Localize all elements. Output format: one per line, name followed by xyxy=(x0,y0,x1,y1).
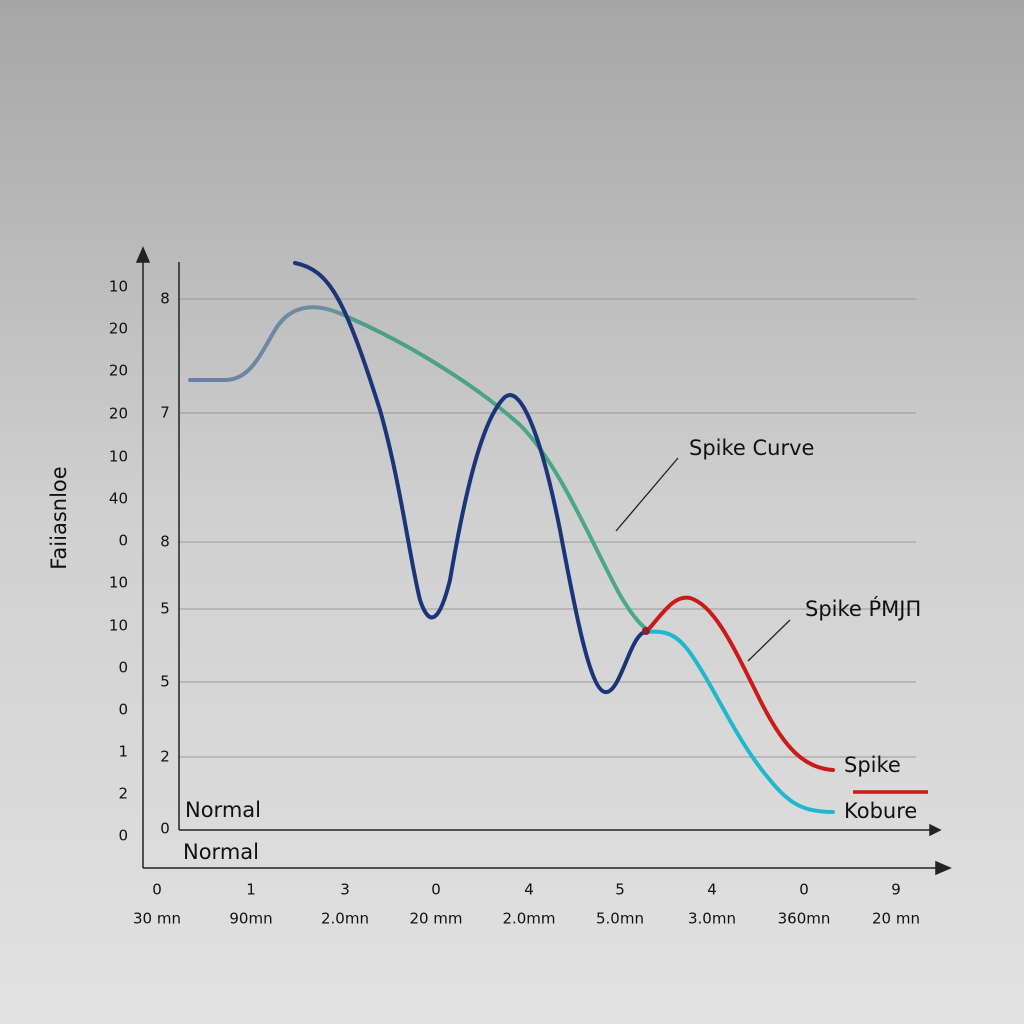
x-tick-label: 0 xyxy=(799,881,809,899)
x-tick-label: 360mn xyxy=(778,910,831,928)
y-tick-label: 0 xyxy=(118,701,128,719)
y-tick-label: 5 xyxy=(160,673,170,691)
y-tick-label: 7 xyxy=(160,404,170,422)
y-axis-title: Faiiasnloe xyxy=(47,466,71,569)
x-tick-label: 3.0mn xyxy=(688,910,736,928)
x-tick-label: 20 mm xyxy=(409,910,462,928)
x-tick-label: 20 mn xyxy=(872,910,920,928)
y-tick-label: 0 xyxy=(118,659,128,677)
y-tick-label: 10 xyxy=(109,574,128,592)
annotation: Spike Curve xyxy=(689,436,814,460)
legend-label: Spike xyxy=(844,753,901,777)
axes xyxy=(135,246,952,876)
x-tick-label: 5 xyxy=(615,881,625,899)
annotation: Spike ṔMJП xyxy=(805,596,921,621)
y-tick-label: 0 xyxy=(118,827,128,845)
y-tick-label: 20 xyxy=(109,405,128,423)
y-tick-label: 1 xyxy=(118,743,128,761)
x-tick-label: 9 xyxy=(891,881,901,899)
x-tick-label: 2.0mm xyxy=(502,910,555,928)
y-tick-label: 5 xyxy=(160,600,170,618)
x-tick-label: 0 xyxy=(431,881,441,899)
y-tick-label: 8 xyxy=(160,533,170,551)
baseline-label: Normal xyxy=(185,798,261,822)
y-tick-label: 10 xyxy=(109,617,128,635)
y-tick-label: 2 xyxy=(118,785,128,803)
y-tick-label: 0 xyxy=(160,820,170,838)
x-tick-label: 0 xyxy=(152,881,162,899)
y-tick-label: 10 xyxy=(109,448,128,466)
baseline-label: Normal xyxy=(183,840,259,864)
x-tick-label: 90mn xyxy=(229,910,272,928)
x-tick-label: 2.0mn xyxy=(321,910,369,928)
y-tick-label: 0 xyxy=(118,532,128,550)
y-tick-label: 40 xyxy=(109,490,128,508)
y-tick-label: 2 xyxy=(160,748,170,766)
grid xyxy=(179,298,916,758)
x-tick-label: 5.0mn xyxy=(596,910,644,928)
x-tick-label: 30 mn xyxy=(133,910,181,928)
legend-label: Kobure xyxy=(844,799,917,823)
curves xyxy=(188,261,835,814)
y-tick-label: 20 xyxy=(109,320,128,338)
x-tick-label: 4 xyxy=(707,881,717,899)
x-tick-label: 4 xyxy=(524,881,534,899)
annotation-lines xyxy=(615,457,791,662)
y-tick-label: 20 xyxy=(109,362,128,380)
x-tick-label: 1 xyxy=(246,881,256,899)
y-tick-label: 10 xyxy=(109,278,128,296)
x-tick-label: 3 xyxy=(340,881,350,899)
y-tick-label: 8 xyxy=(160,290,170,308)
